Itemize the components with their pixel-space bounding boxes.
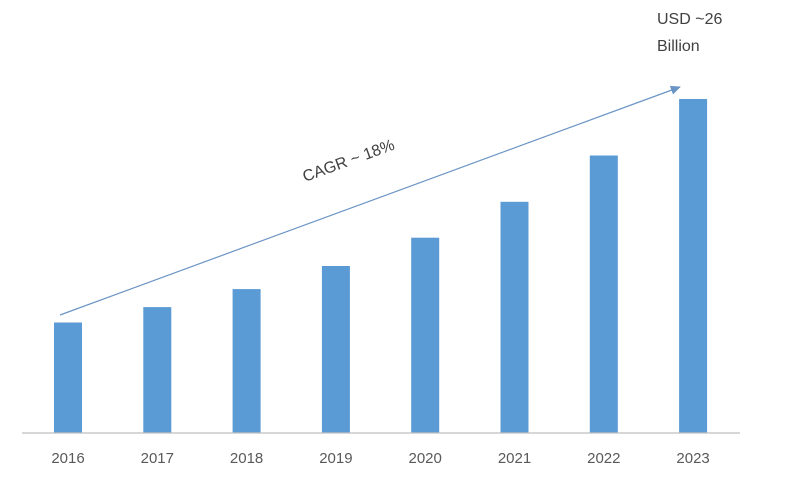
x-tick-label-2019: 2019 bbox=[319, 450, 352, 467]
x-tick-label-2021: 2021 bbox=[498, 450, 531, 467]
x-tick-label-2016: 2016 bbox=[51, 450, 84, 467]
x-tick-labels: 2016 2017 2018 2019 2020 2021 2022 2023 bbox=[51, 450, 709, 467]
x-tick-label-2022: 2022 bbox=[587, 450, 620, 467]
x-tick-label-2018: 2018 bbox=[230, 450, 263, 467]
x-tick-label-2023: 2023 bbox=[676, 450, 709, 467]
bars-group bbox=[54, 99, 708, 433]
x-tick-label-2017: 2017 bbox=[141, 450, 174, 467]
bar-2018 bbox=[232, 289, 261, 433]
end-value-annotation-line2: Billion bbox=[657, 38, 700, 55]
bar-2017 bbox=[143, 307, 172, 433]
bar-2019 bbox=[321, 266, 350, 433]
bar-2016 bbox=[54, 322, 82, 433]
bar-2020 bbox=[411, 237, 440, 433]
bar-2022 bbox=[589, 155, 618, 433]
cagr-label: CAGR ~ 18% bbox=[301, 137, 397, 186]
bar-2023 bbox=[679, 99, 708, 433]
x-tick-label-2020: 2020 bbox=[409, 450, 442, 467]
bar-2021 bbox=[500, 201, 529, 433]
end-value-annotation-line1: USD ~26 bbox=[657, 11, 722, 28]
cagr-trend-arrow bbox=[59, 85, 681, 316]
